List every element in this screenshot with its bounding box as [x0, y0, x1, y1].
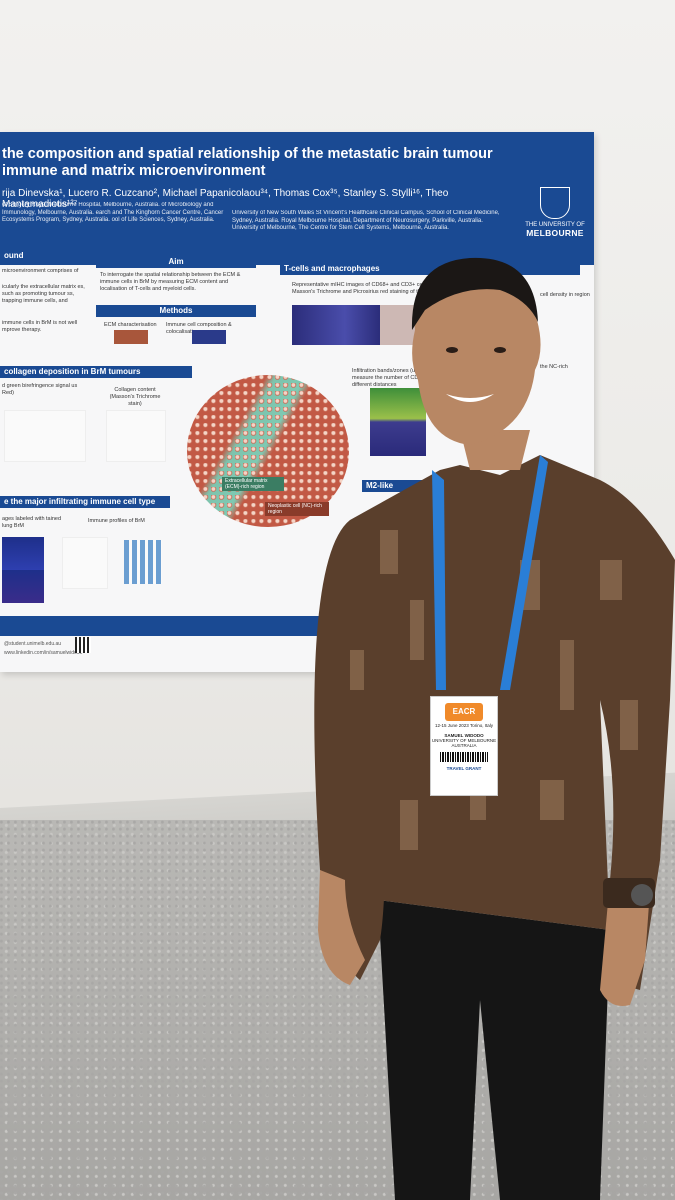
- boxplot-chart-2: [106, 410, 166, 462]
- smile: [446, 394, 494, 402]
- section-methods: Methods: [96, 305, 256, 317]
- badge-country: AUSTRALIA: [451, 743, 477, 748]
- stacked-bar-chart: [124, 540, 162, 584]
- footer-email: @student.unimelb.edu.au: [4, 641, 62, 647]
- badge-org: UNIVERSITY OF MELBOURNE: [431, 738, 497, 743]
- labeled-images-text: ages labeled with tained lung BrM: [2, 516, 62, 529]
- immune-composition-label: Immune cell composition & colocalisation: [166, 322, 232, 335]
- affiliations-left: of Surgery Royal Melbourne Hospital, Mel…: [2, 202, 224, 223]
- poster-title: the composition and spatial relationship…: [2, 146, 493, 179]
- badge-dates: 12-15 June 2023 Torino, Italy: [435, 723, 493, 728]
- density-text: cell density in region: [540, 292, 590, 298]
- ecm-region-label: Extracellular matrix (ECM)-rich region: [222, 477, 284, 491]
- poster-authors: rija Dinevska¹, Lucero R. Cuzcano², Mich…: [2, 188, 449, 210]
- trichrome-image: [380, 305, 418, 345]
- black-trousers: [378, 900, 610, 1200]
- aim-text: To interrogate the spatial relationship …: [100, 272, 241, 292]
- left-eye: [446, 347, 458, 353]
- mihc-thumbnail: [192, 330, 226, 344]
- section-collagen: collagen deposition in BrM tumours: [0, 366, 192, 378]
- footer-linkedin: www.linkedin.com/in/samuelwidodo: [4, 650, 83, 656]
- immunofluorescence-images: [2, 537, 44, 603]
- hair: [411, 257, 538, 330]
- tcells-description: Representative mIHC images of CD68+ and …: [292, 282, 440, 295]
- background-text-2: icularly the extracellular matrix es, su…: [2, 284, 85, 304]
- ecm-stain-thumbnail: [114, 330, 148, 344]
- nc-region-label: Neoplastic cell (NC)-rich region: [265, 502, 329, 516]
- right-hand: [600, 880, 650, 1006]
- tissue-micrograph: [187, 375, 349, 527]
- infiltration-zone-images: [370, 388, 426, 456]
- mihc-image-strip: [292, 305, 380, 345]
- infiltration-text: Infiltration bands/zones (upper pa measu…: [352, 368, 436, 388]
- logo-line2: MELBOURNE: [526, 228, 584, 238]
- birefringence-label: d green birefringence signal us Red): [2, 383, 78, 396]
- section-aim: Aim: [96, 256, 256, 268]
- immune-profiles-label: Immune profiles of BrM: [88, 518, 145, 524]
- section-immune: e the major infiltrating immune cell typ…: [0, 496, 170, 508]
- nc-rich-text: the NC-rich: [540, 364, 568, 370]
- background-text-3: immune cells in BrM is not well mprove t…: [2, 320, 78, 333]
- face: [412, 261, 541, 445]
- badge-name: SAMUEL WIDODO: [444, 733, 484, 738]
- qr-code-icon: [75, 637, 91, 653]
- crest-icon: [540, 187, 570, 219]
- lanyard-right: [500, 455, 548, 690]
- barcode-icon: [440, 752, 488, 762]
- badge-event-logo: EACR 2023: [445, 703, 483, 734]
- collagen-content-label: Collagen content (Masson's Trichrome sta…: [109, 387, 161, 407]
- badge-grant: TRAVEL GRANT: [446, 766, 482, 771]
- boxplot-chart-1: [4, 410, 86, 462]
- background-text-1: microenvironment comprises of: [2, 268, 79, 274]
- lanyard-left: [432, 470, 446, 690]
- affiliations-right: University of New South Wales St Vincent…: [232, 210, 500, 231]
- section-background: ound: [0, 250, 80, 262]
- scatter-chart: [62, 537, 108, 589]
- left-hand: [318, 870, 365, 985]
- ecm-characterisation-label: ECM characterisation: [104, 322, 157, 328]
- university-logo: THE UNIVERSITY OF MELBOURNE: [525, 187, 585, 238]
- right-eye: [494, 347, 506, 353]
- conference-badge: EACR 2023 12-15 June 2023 Torino, Italy …: [430, 696, 498, 796]
- poster-header: the composition and spatial relationship…: [0, 132, 594, 265]
- watch-face: [631, 884, 653, 906]
- logo-line1: THE UNIVERSITY OF: [525, 222, 585, 228]
